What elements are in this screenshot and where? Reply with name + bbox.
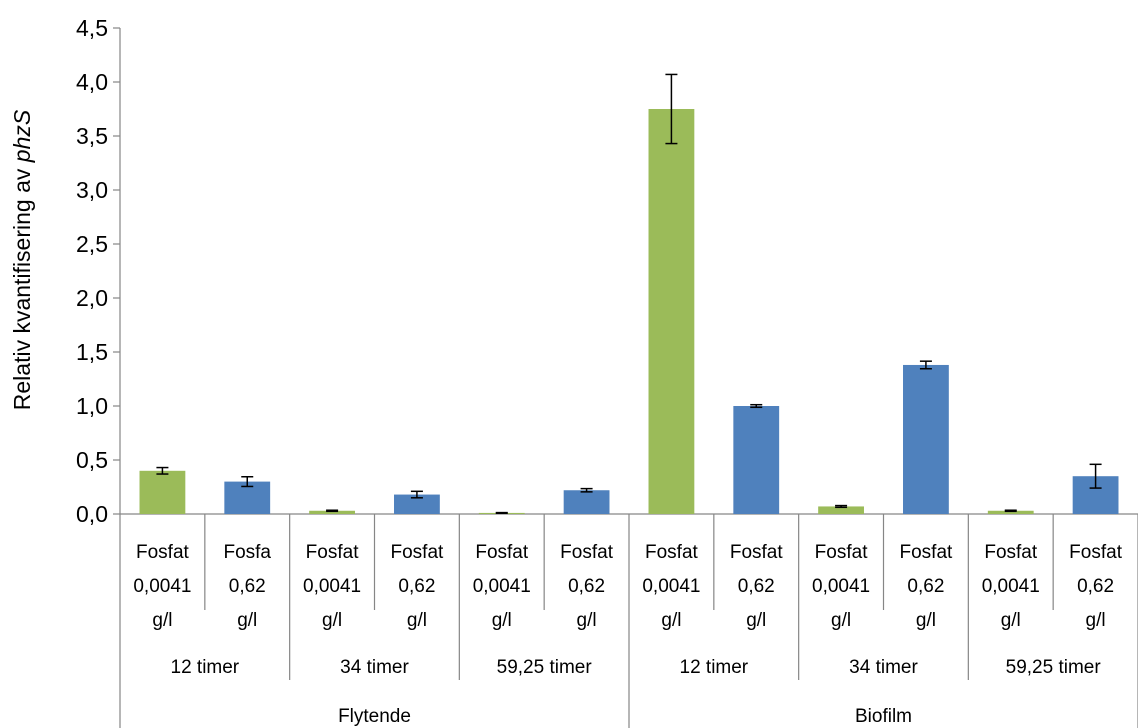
bar: [309, 510, 355, 514]
category-label: Fosfat: [900, 542, 954, 563]
category-label: Fosfat: [475, 542, 529, 563]
subgroup-label: 34 timer: [340, 657, 409, 678]
subgroup-label: 12 timer: [171, 657, 240, 678]
y-tick-label: 0,5: [76, 447, 108, 473]
y-tick-label: 3,5: [76, 123, 108, 149]
category-label: Fosfat: [136, 542, 190, 563]
bar: [648, 109, 695, 514]
subgroup-label: 59,25 timer: [497, 657, 593, 678]
category-label: Fosfat: [1069, 542, 1123, 563]
category-label: 0,0041: [812, 576, 870, 597]
y-tick-label: 1,0: [76, 393, 108, 419]
bar: [903, 364, 949, 514]
category-label: 0,0041: [473, 576, 531, 597]
category-label: g/l: [661, 610, 681, 631]
y-axis-title-italic: phzS: [9, 109, 35, 163]
category-label: 0,0041: [303, 576, 361, 597]
category-label: g/l: [916, 610, 936, 631]
category-label: 0,0041: [982, 576, 1040, 597]
category-label: Fosfat: [730, 542, 784, 563]
bar: [563, 490, 610, 514]
category-label: Fosfat: [815, 542, 869, 563]
category-label: Fosfat: [984, 542, 1038, 563]
category-label: 0,0041: [642, 576, 700, 597]
category-label: Fosfat: [306, 542, 360, 563]
y-tick-label: 2,5: [76, 231, 108, 257]
y-tick-label: 4,0: [76, 69, 108, 95]
category-label: Fosfa: [223, 542, 271, 563]
group-label: Biofilm: [855, 706, 912, 727]
category-label: g/l: [407, 610, 427, 631]
category-label: 0,62: [738, 576, 775, 597]
category-label: 0,62: [1077, 576, 1114, 597]
category-label: g/l: [492, 610, 512, 631]
category-label: g/l: [577, 610, 597, 631]
subgroup-label: 34 timer: [849, 657, 918, 678]
y-tick-label: 1,5: [76, 339, 108, 365]
category-label: g/l: [831, 610, 851, 631]
y-tick-label: 0,0: [76, 501, 108, 527]
bar: [987, 510, 1034, 514]
subgroup-label: 12 timer: [680, 657, 749, 678]
category-label: g/l: [237, 610, 257, 631]
y-tick-label: 4,5: [76, 15, 108, 41]
group-label: Flytende: [338, 706, 411, 727]
plot-area: 0,0 0,5 1,0 1,5 2,0 2,5 3,0 3,5 4,0 4,5 Fosfat 0,00…: [76, 15, 1138, 728]
category-label: Fosfat: [560, 542, 614, 563]
category-label: 0,62: [907, 576, 944, 597]
category-label: g/l: [152, 610, 172, 631]
y-tick-label: 3,0: [76, 177, 108, 203]
category-label: g/l: [322, 610, 342, 631]
category-label: 0,62: [229, 576, 266, 597]
category-label: Fosfat: [645, 542, 699, 563]
y-tick-label: 2,0: [76, 285, 108, 311]
bar: [818, 506, 864, 514]
y-axis-title-text: Relativ kvantifisering av: [9, 162, 35, 410]
category-label: g/l: [1001, 610, 1021, 631]
category-label: Fosfat: [391, 542, 445, 563]
category-label: 0,62: [398, 576, 435, 597]
category-label: g/l: [1086, 610, 1106, 631]
subgroup-label: 59,25 timer: [1006, 657, 1102, 678]
y-axis-title: Relativ kvantifisering av phzS: [9, 109, 35, 410]
category-label: g/l: [746, 610, 766, 631]
bar: [394, 494, 440, 514]
bar: [139, 470, 186, 514]
category-label: 0,0041: [133, 576, 191, 597]
bar: [733, 406, 780, 514]
category-label: 0,62: [568, 576, 605, 597]
